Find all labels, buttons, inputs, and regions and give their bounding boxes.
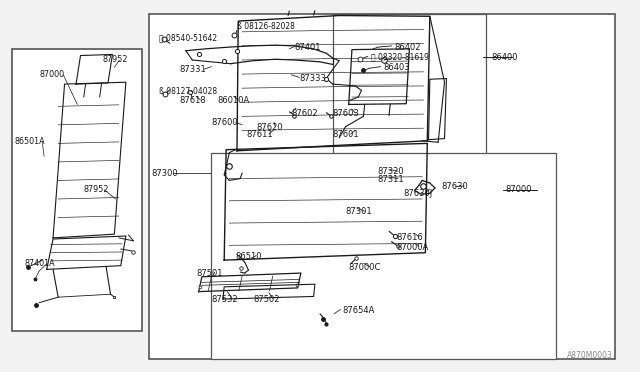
Text: 87311: 87311 [378, 175, 404, 184]
Text: 87618: 87618 [179, 96, 206, 105]
Text: 87952: 87952 [84, 185, 109, 194]
Bar [149, 14, 615, 359]
Text: 87502: 87502 [253, 295, 280, 304]
Text: 87532: 87532 [211, 295, 238, 304]
Text: ß 08126-82028: ß 08126-82028 [237, 22, 295, 31]
Text: 87620: 87620 [256, 123, 283, 132]
Text: 86402: 86402 [395, 42, 421, 51]
Text: 87000: 87000 [505, 185, 532, 194]
Text: 87616: 87616 [397, 233, 424, 243]
Text: 87601: 87601 [333, 130, 360, 140]
Text: 87000C: 87000C [349, 263, 381, 272]
Text: ß 08127-04028: ß 08127-04028 [159, 87, 217, 96]
Bar [12, 49, 143, 331]
Text: 87333: 87333 [300, 74, 326, 83]
Text: 87401A: 87401A [25, 259, 56, 268]
Text: 87300: 87300 [152, 169, 178, 177]
Text: 87501: 87501 [196, 269, 223, 278]
Text: 87630: 87630 [442, 182, 468, 190]
Text: Ⓢ 08320-81619: Ⓢ 08320-81619 [371, 52, 429, 61]
Text: 86510: 86510 [236, 252, 262, 261]
Text: 87603: 87603 [333, 109, 360, 118]
Text: Ⓢ 08540-51642: Ⓢ 08540-51642 [159, 33, 217, 42]
Text: 86403: 86403 [384, 63, 410, 72]
Text: 86501A: 86501A [15, 137, 45, 146]
Text: 87952: 87952 [103, 55, 129, 64]
Text: 87600: 87600 [211, 119, 238, 128]
Text: 87611: 87611 [246, 130, 273, 140]
Text: 86010A: 86010A [218, 96, 250, 105]
Text: 87301: 87301 [346, 208, 372, 217]
Text: 87602: 87602 [291, 109, 318, 118]
Text: 87331: 87331 [179, 65, 206, 74]
Bar [333, 14, 486, 156]
Text: 87630J: 87630J [403, 189, 432, 198]
Text: 87000A: 87000A [397, 243, 429, 251]
Text: 87000: 87000 [39, 70, 64, 79]
Bar [211, 153, 556, 359]
Text: 87320: 87320 [378, 167, 404, 176]
Text: 86400: 86400 [491, 52, 518, 61]
Text: 87401: 87401 [294, 42, 321, 51]
Text: A870M0003: A870M0003 [566, 351, 612, 360]
Text: 87654A: 87654A [342, 306, 375, 315]
